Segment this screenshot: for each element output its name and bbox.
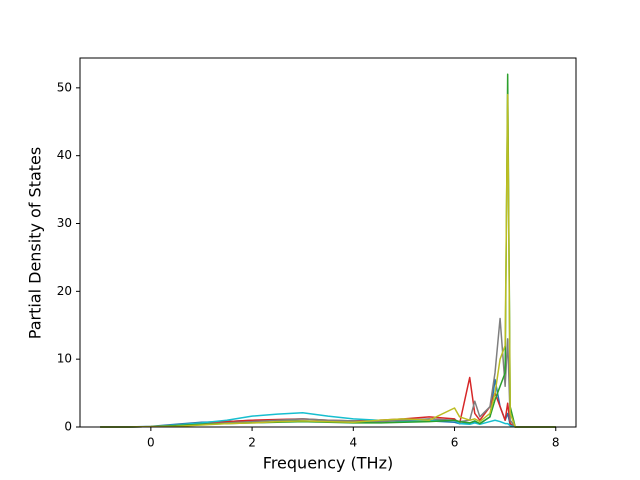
series-line	[100, 93, 556, 428]
y-tick-label: 20	[57, 284, 72, 298]
x-tick-label: 2	[248, 436, 256, 450]
x-tick-label: 8	[552, 436, 560, 450]
y-tick-label: 40	[57, 148, 72, 162]
x-tick-label: 4	[349, 436, 357, 450]
x-tick-label: 0	[147, 436, 155, 450]
y-tick-label: 10	[57, 352, 72, 366]
y-tick-label: 0	[64, 420, 72, 434]
x-axis-label: Frequency (THz)	[263, 454, 393, 473]
plot-frame	[79, 57, 577, 428]
y-tick-label: 30	[57, 216, 72, 230]
x-tick-label: 6	[451, 436, 459, 450]
y-axis-label: Partial Density of States	[26, 147, 45, 339]
series-line	[100, 73, 556, 428]
y-tick-label: 50	[57, 80, 72, 94]
